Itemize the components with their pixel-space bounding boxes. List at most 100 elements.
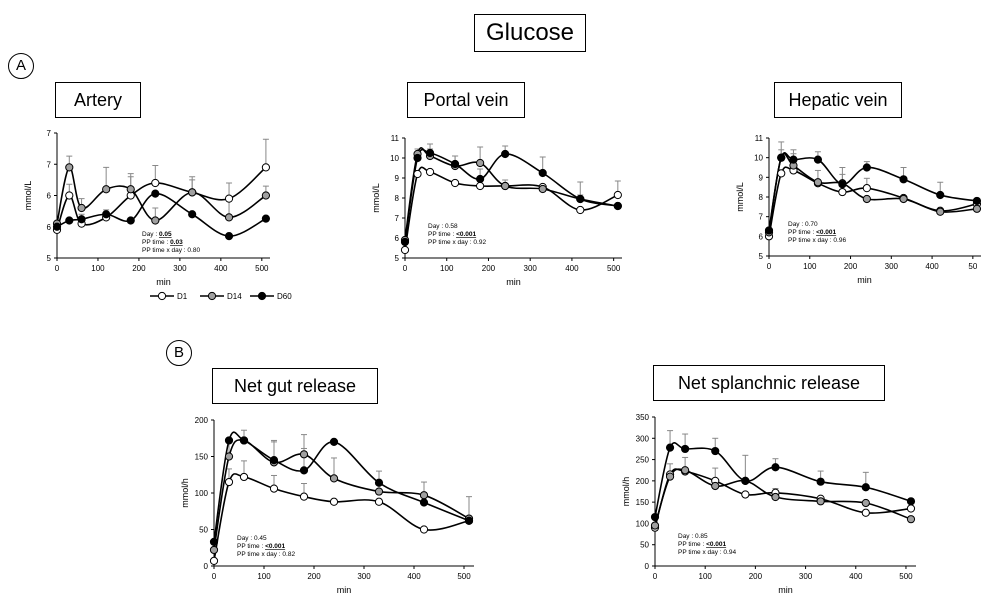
hepatic-vein-point-d60	[899, 175, 908, 184]
net-gut-release-series-line-d14	[213, 439, 470, 551]
net-splanchnic-release-stat-label: PP time :	[678, 541, 706, 548]
portal-vein-stat-value: <0.001	[456, 231, 476, 238]
hepatic-vein-point-d60	[972, 196, 981, 206]
net-splanchnic-release-x-axis-label: min	[778, 585, 793, 593]
portal-vein-stat-label: PP time x day :	[428, 239, 473, 246]
net-splanchnic-release-point-d60	[771, 463, 780, 472]
figure-title: Glucose	[474, 14, 586, 52]
portal-vein-point-d60	[476, 174, 485, 184]
hepatic-vein-y-tick-label: 5	[759, 252, 764, 261]
net-splanchnic-release-y-tick-label: 150	[636, 498, 650, 507]
hepatic-vein-point-d14	[899, 194, 908, 204]
artery-point-d60	[188, 210, 197, 219]
artery-stat-value: 0.05	[159, 231, 172, 238]
net-splanchnic-release-point-d14	[681, 466, 690, 475]
net-splanchnic-release-y-tick-label: 350	[636, 413, 650, 422]
portal-vein-y-axis-label: mmol/L	[371, 183, 381, 213]
artery-y-tick-label: 6	[47, 192, 52, 201]
artery-point-d14	[126, 185, 135, 194]
artery-point-d14	[151, 216, 160, 225]
net-gut-release-x-tick-label: 300	[357, 572, 371, 581]
hepatic-vein-stat-value: 0.96	[833, 237, 846, 244]
net-splanchnic-release-y-tick-label: 100	[636, 519, 650, 528]
net-gut-release-stat-value: 0.82	[282, 551, 295, 558]
artery-point-d1	[151, 178, 160, 188]
hepatic-vein-x-tick-label: 100	[803, 262, 817, 271]
hepatic-vein-stat-value: 0.70	[805, 221, 818, 228]
artery-x-tick-label: 100	[91, 264, 105, 273]
portal-vein-y-tick-label: 11	[391, 134, 400, 143]
net-gut-release-point-d60	[374, 478, 384, 487]
artery-y-tick-label: 7	[47, 129, 52, 138]
artery-stat-label: PP time :	[142, 239, 170, 246]
hepatic-vein-stat-line: PP time : <0.001	[788, 229, 837, 236]
portal-vein-point-d60	[425, 148, 435, 158]
hepatic-vein-point-d60	[813, 155, 823, 164]
artery-stat-label: PP time x day :	[142, 247, 187, 254]
net-splanchnic-release-point-d14	[771, 492, 780, 502]
net-splanchnic-release-x-tick-label: 500	[899, 572, 913, 581]
net-gut-release-point-d1	[269, 484, 279, 493]
net-splanchnic-release-x-tick-label: 400	[849, 572, 863, 581]
net-gut-release-point-d1	[224, 477, 234, 487]
portal-vein-stat-label: PP time :	[428, 231, 456, 238]
portal-vein-point-d1	[425, 167, 435, 177]
net-gut-release-point-d14	[299, 450, 309, 459]
net-splanchnic-release-series-line-d14	[654, 468, 912, 526]
net-gut-release-point-d1	[419, 525, 429, 534]
legend-marker-d60	[257, 291, 267, 301]
net-gut-release-point-d60	[224, 436, 234, 445]
net-gut-release-stat-line: Day : 0.45	[237, 535, 267, 542]
hepatic-vein-x-tick-label: 0	[767, 262, 772, 271]
artery-point-d14	[224, 213, 234, 222]
net-splanchnic-release-y-tick-label: 200	[636, 477, 650, 486]
artery-point-d60	[126, 216, 135, 225]
net-gut-release-point-d60	[329, 437, 339, 446]
net-splanchnic-release-stat-line: PP time : <0.001	[678, 541, 727, 548]
net-gut-release-point-d14	[209, 545, 219, 555]
legend-marker-d1	[157, 291, 167, 301]
net-gut-release-x-tick-label: 100	[257, 572, 271, 581]
net-splanchnic-release-point-d60	[681, 444, 690, 454]
portal-vein-y-tick-label: 9	[395, 174, 400, 183]
artery-point-d60	[261, 214, 271, 223]
hepatic-vein-stat-value: <0.001	[816, 229, 836, 236]
hepatic-vein-y-tick-label: 9	[759, 173, 764, 182]
portal-vein-stat-line: PP time x day : 0.92	[428, 239, 486, 246]
hepatic-vein-stat-label: PP time :	[788, 229, 816, 236]
artery-stat-value: 0.03	[170, 239, 183, 246]
portal-vein-x-tick-label: 500	[607, 264, 621, 273]
net-gut-release-point-d60	[299, 466, 309, 475]
net-splanchnic-release-x-tick-label: 300	[799, 572, 813, 581]
artery-point-d1	[65, 191, 74, 200]
portal-vein-point-d14	[501, 181, 510, 191]
net-gut-release-point-d60	[269, 456, 279, 465]
net-splanchnic-release-x-tick-label: 100	[699, 572, 713, 581]
hepatic-vein-stat-line: PP time x day : 0.96	[788, 237, 846, 244]
chart-title-net-gut-release: Net gut release	[212, 368, 378, 404]
net-splanchnic-release-point-d14	[816, 497, 825, 506]
net-splanchnic-release-y-tick-label: 0	[645, 562, 650, 571]
artery-point-d14	[261, 191, 271, 200]
portal-vein-point-d60	[576, 194, 585, 204]
net-gut-release-x-tick-label: 400	[407, 572, 421, 581]
portal-vein-point-d60	[413, 153, 422, 163]
artery-y-tick-label: 7	[47, 160, 52, 169]
net-gut-release-x-axis-label: min	[337, 585, 352, 593]
net-splanchnic-release-stat-value: 0.94	[723, 549, 736, 556]
net-gut-release-x-tick-label: 500	[457, 572, 471, 581]
portal-vein-point-d60	[538, 168, 547, 178]
artery-point-d1	[261, 163, 271, 172]
portal-vein-point-d60	[613, 201, 622, 211]
hepatic-vein-x-tick-label: 200	[844, 262, 858, 271]
portal-vein-x-tick-label: 200	[482, 264, 496, 273]
net-gut-release-point-d60	[464, 516, 474, 525]
net-gut-release-point-d14	[374, 487, 384, 496]
net-gut-release-point-d60	[209, 537, 219, 547]
net-gut-release-point-d1	[239, 472, 249, 482]
net-gut-release-y-tick-label: 0	[204, 562, 209, 571]
net-splanchnic-release-y-tick-label: 250	[636, 456, 650, 465]
artery-x-tick-label: 500	[255, 264, 269, 273]
panel-b-label: B	[166, 340, 192, 366]
